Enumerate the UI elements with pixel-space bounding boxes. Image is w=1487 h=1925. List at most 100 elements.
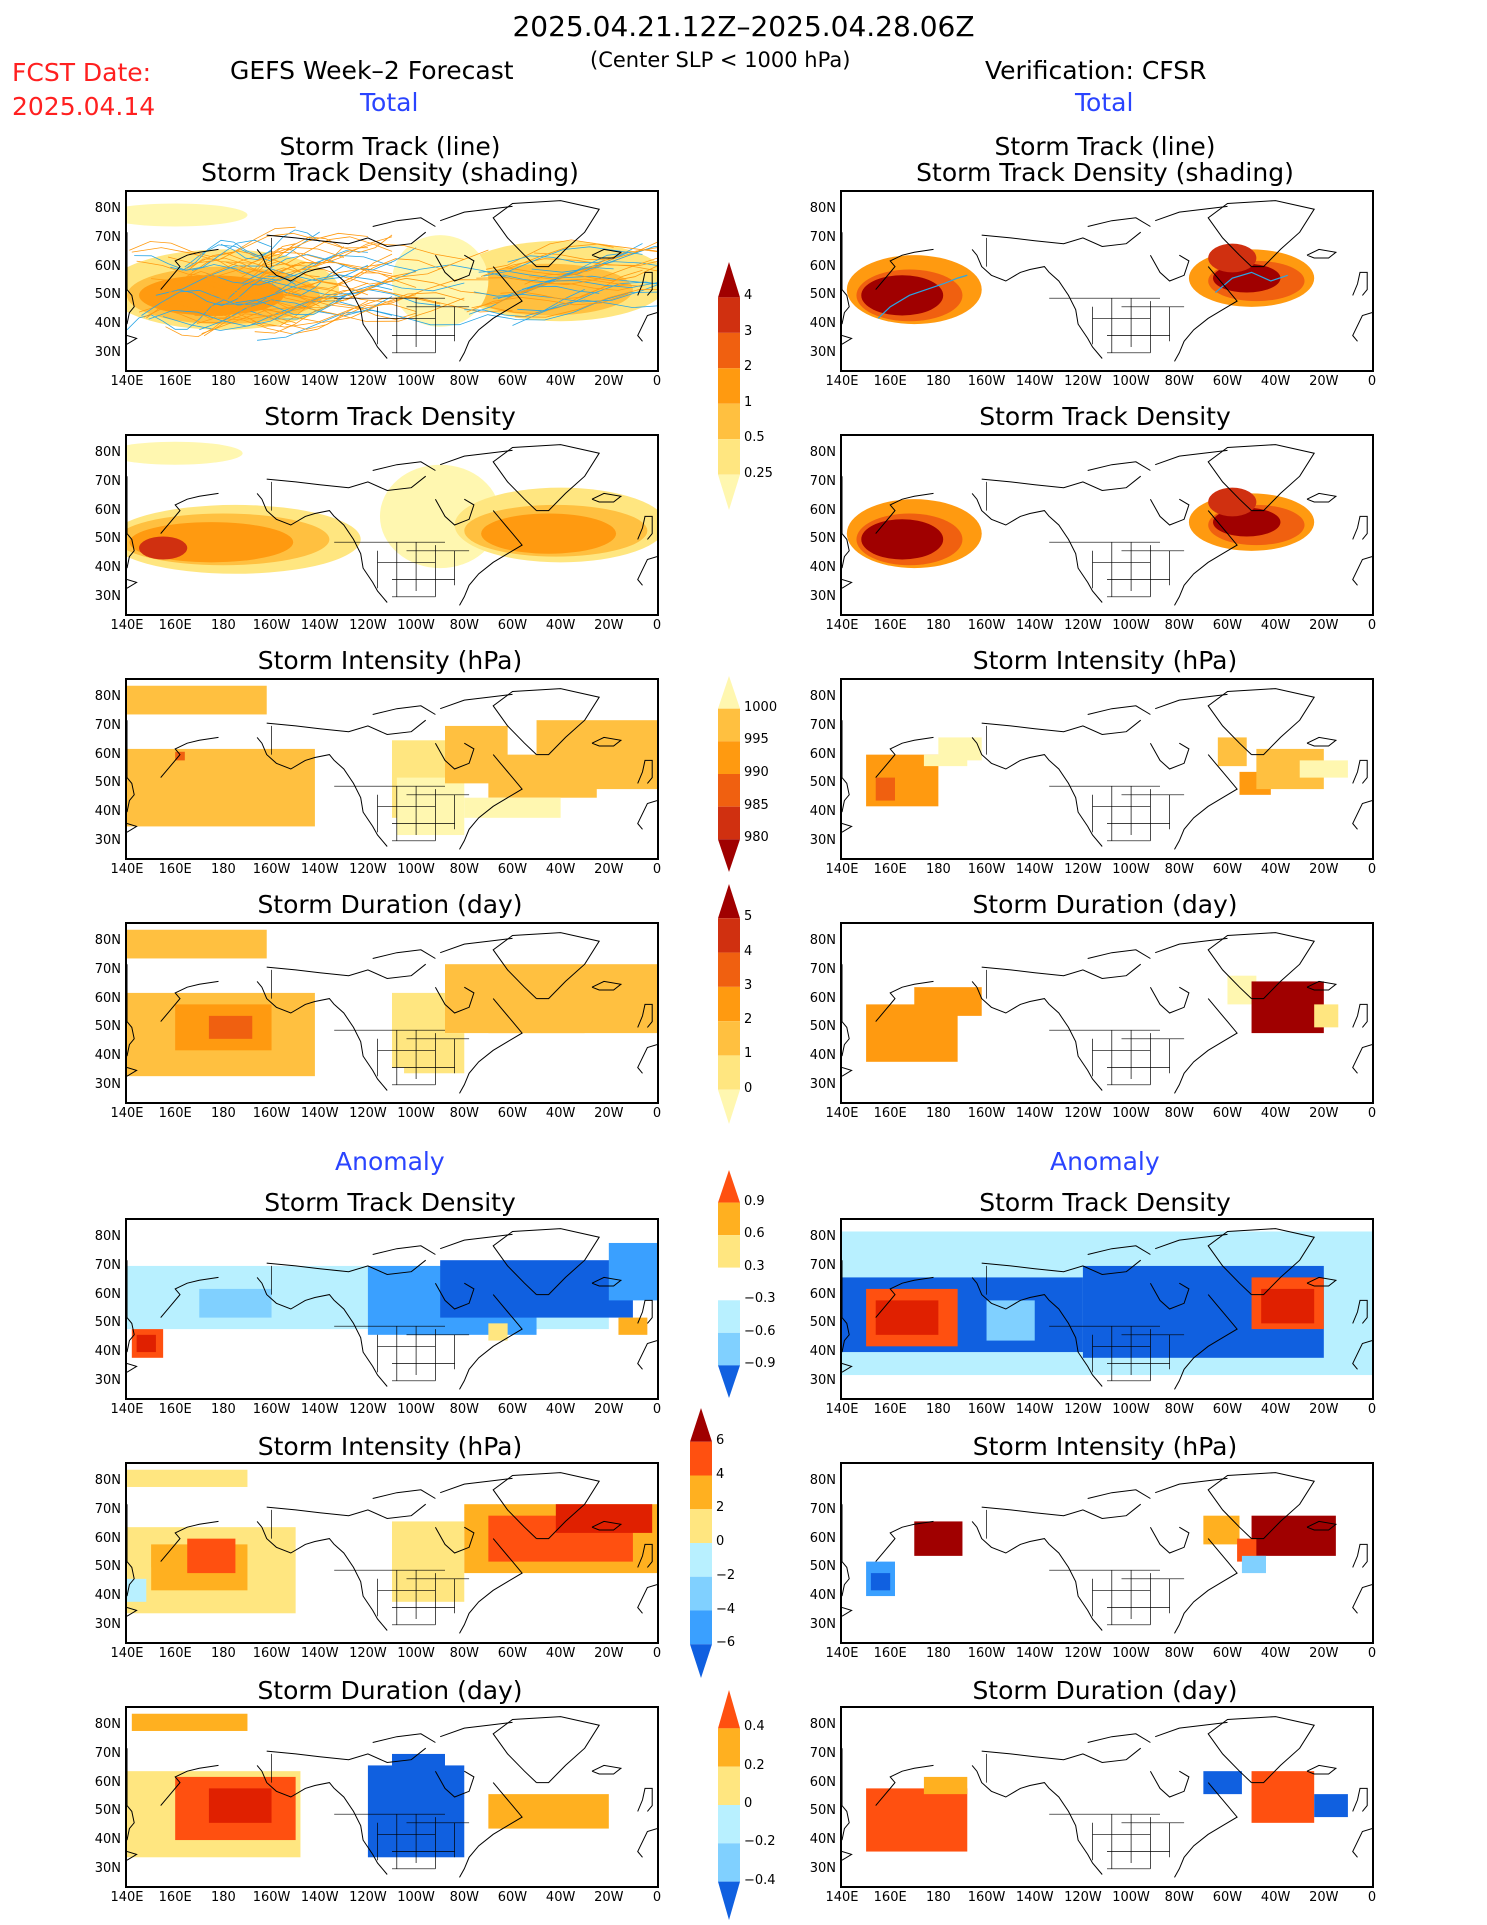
shading-cell [127, 748, 315, 827]
coastline [1087, 1733, 1151, 1743]
panel-title-duration-anom-left: Storm Duration (day) [257, 1676, 523, 1705]
coastline [1087, 1489, 1151, 1499]
lon-tick-label: 20W [1309, 1106, 1339, 1121]
coastline [333, 516, 388, 603]
colorbar-segment [690, 1644, 712, 1678]
coastline [459, 754, 523, 850]
lon-tick-label: 60W [1212, 1106, 1243, 1121]
coastline [1352, 312, 1372, 342]
lon-tick-label: 140W [300, 1890, 339, 1905]
lat-tick-label: 50N [809, 1559, 836, 1575]
coastline [637, 271, 653, 296]
coastline [459, 998, 523, 1094]
coastline [127, 1260, 135, 1353]
coastline [1306, 248, 1338, 259]
coastline [1174, 754, 1238, 850]
coastline [434, 1282, 475, 1310]
fcst-date: 2025.04.14 [12, 92, 156, 121]
lat-tick-label: 60N [94, 258, 121, 274]
coastline [440, 1477, 513, 1494]
panel-title-density-left: Storm Track Density [264, 402, 516, 431]
lat-tick-label: 50N [809, 775, 836, 791]
coastline [971, 1277, 1050, 1310]
coastline [1306, 1520, 1338, 1531]
shading-cell [866, 1788, 968, 1852]
coastline [637, 1299, 653, 1324]
coastline [266, 963, 427, 980]
cfsr-duration-panel [840, 922, 1374, 1104]
storm-track-line [483, 246, 643, 277]
shading-cell [923, 1776, 968, 1795]
colorbar-segment [718, 1235, 740, 1268]
lon-tick-label: 80W [1164, 618, 1194, 633]
coastline [971, 737, 1050, 770]
coastline [333, 760, 388, 847]
coastline [160, 736, 219, 778]
lat-tick-label: 60N [94, 502, 121, 518]
coastline [637, 800, 657, 830]
coastline [1149, 1282, 1190, 1310]
colorbar-label: 3 [744, 977, 753, 993]
storm-track-line [512, 299, 657, 326]
coastline [127, 1851, 138, 1861]
lat-tick-label: 80N [94, 201, 121, 217]
shading-cell [392, 1521, 465, 1602]
panel-title-density-right: Storm Track Density [979, 402, 1231, 431]
shading-cell [938, 737, 982, 761]
storm-track-line [158, 265, 272, 301]
lon-tick-label: 140W [1015, 1646, 1054, 1661]
lat-tick-label: 60N [94, 746, 121, 762]
coastline [637, 1584, 657, 1614]
colorbar-label: 0.25 [744, 465, 773, 481]
lat-tick-label: 80N [94, 933, 121, 949]
lon-tick-label: 140E [110, 1890, 144, 1905]
colorbar-label: −0.3 [744, 1291, 776, 1307]
storm-track-line [167, 232, 368, 264]
colorbar-segment [718, 1055, 740, 1090]
colorbar-segment [690, 1408, 712, 1442]
lat-tick-label: 50N [809, 1315, 836, 1331]
lon-tick-label: 180 [210, 618, 236, 633]
coastline [637, 1340, 657, 1370]
colorbar-label: 0 [744, 1080, 753, 1096]
lon-tick-label: 120W [349, 862, 387, 877]
lon-tick-label: 160W [252, 1402, 291, 1417]
coastline [875, 248, 934, 290]
storm-track-line [478, 252, 629, 279]
lon-tick-label: 100W [1112, 1402, 1150, 1417]
coastline [842, 720, 850, 813]
lat-tick-label: 30N [94, 1076, 121, 1092]
coastline [266, 231, 427, 248]
lon-tick-label: 160W [252, 374, 291, 389]
coastline [1174, 510, 1238, 606]
storm-track-line [170, 239, 272, 271]
coastline [637, 759, 653, 784]
lon-tick-label: 20W [594, 1402, 624, 1417]
lat-tick-label: 70N [809, 1501, 836, 1517]
coastline [333, 1544, 388, 1631]
shading-cell [488, 1794, 609, 1829]
lon-tick-label: 60W [497, 374, 528, 389]
coastline [333, 1300, 388, 1387]
storm-track-line [127, 299, 224, 331]
lon-tick-label: 60W [1212, 1646, 1243, 1661]
coastline [333, 272, 388, 359]
lon-tick-label: 140E [825, 374, 859, 389]
storm-track-line [213, 274, 465, 305]
coastline [1306, 736, 1338, 747]
storm-track-line [206, 254, 417, 286]
lon-tick-label: 160E [873, 862, 907, 877]
colorbar-segment [690, 1441, 712, 1476]
coastline [842, 579, 853, 589]
coastline [1207, 932, 1316, 1000]
shading-cell [488, 1010, 585, 1034]
lat-tick-label: 80N [94, 1717, 121, 1733]
lon-tick-label: 20W [1309, 374, 1339, 389]
panel-title-duration-anom-right: Storm Duration (day) [972, 1676, 1238, 1705]
colorbar-segment [718, 439, 740, 475]
colorbar-label: −0.6 [744, 1323, 776, 1339]
colorbar-label: 1 [744, 394, 753, 410]
coastline [1352, 1299, 1368, 1324]
lon-tick-label: 180 [210, 1402, 236, 1417]
lon-tick-label: 160E [158, 1402, 192, 1417]
